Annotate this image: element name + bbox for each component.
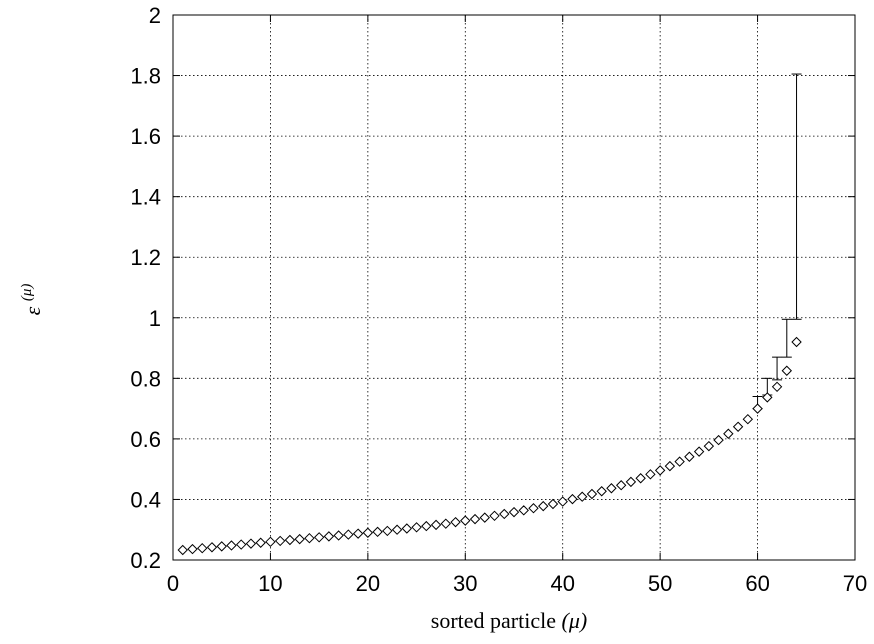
data-point — [255, 537, 266, 548]
data-point — [440, 518, 452, 529]
plot-frame — [172, 14, 856, 561]
data-point — [645, 469, 656, 480]
x-tick-label: 70 — [843, 571, 867, 596]
x-axis-title-symbol: (μ) — [562, 608, 588, 633]
error-bars — [752, 73, 802, 410]
data-point — [411, 522, 422, 533]
data-point — [723, 428, 734, 439]
y-tick-label: 0.4 — [130, 487, 161, 512]
data-point — [333, 530, 344, 541]
data-point — [343, 529, 354, 540]
y-tick-label: 2 — [149, 3, 161, 28]
x-tick-label: 10 — [258, 571, 282, 596]
data-point — [732, 421, 744, 432]
x-tick-label: 20 — [356, 571, 380, 596]
data-point — [703, 440, 715, 452]
data-point — [245, 538, 257, 549]
data-points — [177, 336, 802, 556]
data-point — [508, 506, 520, 518]
data-point — [450, 516, 461, 528]
data-point — [216, 541, 227, 552]
data-point — [586, 488, 598, 500]
svg-text:ε (μ): ε (μ) — [19, 284, 45, 316]
y-tick-label: 1.2 — [130, 245, 161, 270]
x-tick-label: 0 — [167, 571, 179, 596]
data-point — [421, 520, 432, 532]
y-axis-title-superscript: (μ) — [19, 284, 35, 302]
x-tick-label: 50 — [648, 571, 672, 596]
y-tick-label: 1.6 — [130, 124, 161, 149]
x-tick-label: 30 — [453, 571, 477, 596]
data-point — [576, 491, 588, 502]
data-point — [615, 480, 627, 491]
data-point — [489, 510, 500, 522]
data-point — [206, 542, 218, 553]
data-point — [401, 523, 413, 534]
data-point — [382, 525, 393, 537]
data-point — [304, 532, 315, 544]
y-axis-title-symbol: ε — [20, 306, 45, 315]
data-point — [294, 533, 305, 545]
data-point — [742, 414, 754, 425]
x-tick-label: 60 — [745, 571, 769, 596]
y-tick-label: 1.8 — [130, 64, 161, 89]
data-point — [528, 503, 539, 514]
data-point — [460, 515, 471, 526]
y-tick-label: 0.8 — [130, 366, 161, 391]
y-tick-label: 0.2 — [130, 548, 161, 573]
data-point — [567, 493, 578, 505]
data-point — [557, 496, 568, 507]
data-point — [352, 528, 364, 539]
data-point — [654, 465, 666, 476]
data-point — [674, 456, 685, 467]
data-point — [430, 519, 442, 531]
data-point — [781, 365, 793, 376]
x-axis: 0 10 20 30 40 50 60 70 — [167, 15, 867, 596]
data-point — [713, 434, 724, 446]
y-tick-label: 1 — [149, 306, 161, 331]
data-point — [177, 544, 188, 556]
y-axis: 0.2 0.4 0.6 0.8 1 1.2 1.4 1.6 1.8 2 — [130, 3, 855, 573]
data-point — [538, 500, 549, 512]
data-point — [284, 534, 296, 546]
data-point — [372, 526, 383, 538]
data-point — [547, 498, 559, 510]
data-point — [606, 483, 617, 494]
data-point — [313, 532, 325, 543]
data-point — [274, 535, 286, 547]
data-point — [235, 539, 247, 550]
data-point — [693, 446, 705, 457]
data-point — [391, 524, 403, 535]
data-point — [265, 536, 276, 548]
y-axis-title: ε (μ) — [19, 284, 45, 316]
data-point — [596, 486, 607, 497]
data-point — [323, 531, 335, 542]
x-tick-label: 40 — [550, 571, 574, 596]
data-point — [197, 542, 208, 554]
data-point — [771, 381, 783, 393]
y-tick-label: 0.6 — [130, 427, 161, 452]
data-point — [625, 476, 637, 488]
data-point — [479, 512, 490, 523]
data-point — [791, 336, 802, 348]
data-point — [518, 505, 529, 516]
x-axis-title-text: sorted particle — [431, 608, 556, 633]
data-point — [752, 403, 763, 414]
data-point — [226, 540, 237, 551]
data-point — [635, 473, 646, 484]
data-point — [187, 543, 198, 555]
data-point — [362, 527, 374, 538]
data-point — [762, 392, 773, 403]
grid-lines — [173, 15, 855, 560]
data-point — [469, 513, 481, 525]
y-tick-label: 1.4 — [130, 185, 161, 210]
x-axis-title: sorted particle (μ) — [431, 608, 587, 633]
data-point — [664, 460, 676, 472]
data-point — [684, 451, 695, 462]
data-point — [499, 508, 510, 520]
